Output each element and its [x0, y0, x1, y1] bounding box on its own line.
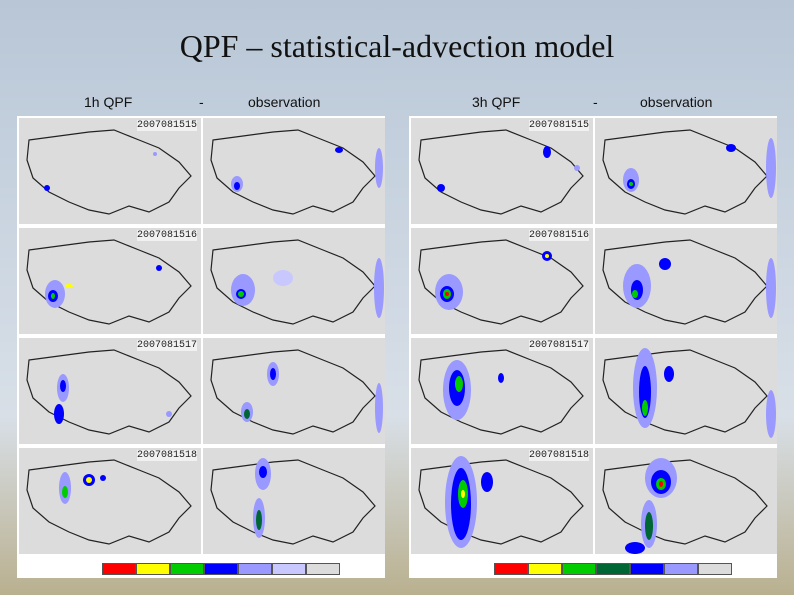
- map-3h-obs-1515: [595, 118, 777, 224]
- map-1h-qpf-1516: 2007081516: [19, 228, 201, 334]
- map-3h-obs-1518: [595, 448, 777, 554]
- czech-map-icon: [602, 458, 768, 554]
- slide-title: QPF – statistical-advection model: [179, 28, 615, 64]
- legend-colorbar: [494, 563, 732, 575]
- czech-map-icon: [418, 349, 584, 435]
- legend-swatch: [664, 563, 698, 575]
- czech-map-icon: [26, 129, 192, 215]
- legend-swatch: [562, 563, 596, 575]
- czech-map-icon: [210, 239, 384, 325]
- header-observation-right: observation: [640, 94, 713, 110]
- panel-group-3h: 2007081515 2007081516: [409, 116, 777, 578]
- legend-swatch: [204, 563, 238, 575]
- legend-swatch: [596, 563, 630, 575]
- timestamp: 2007081515: [528, 120, 589, 131]
- legend-colorbar: [102, 563, 340, 575]
- map-1h-qpf-1518: 2007081518: [19, 448, 201, 554]
- timestamp: 2007081518: [528, 450, 589, 461]
- timestamp: 2007081516: [136, 230, 197, 241]
- map-3h-qpf-1516: 2007081516: [411, 228, 593, 334]
- legend-swatch: [528, 563, 562, 575]
- legend-swatch: [170, 563, 204, 575]
- header-3h-qpf: 3h QPF: [472, 94, 521, 110]
- czech-map-icon: [602, 348, 776, 438]
- map-1h-qpf-1515: 2007081515: [19, 118, 201, 224]
- panel-group-1h: 2007081515 2007081516: [17, 116, 385, 578]
- timestamp: 2007081517: [528, 340, 589, 351]
- czech-map-icon: [602, 239, 776, 325]
- czech-map-icon: [210, 349, 383, 435]
- map-3h-obs-1517: [595, 338, 777, 444]
- legend-ticks: [494, 552, 732, 562]
- czech-map-icon: [210, 458, 376, 545]
- czech-map-icon: [418, 129, 584, 215]
- czech-map-icon: [26, 349, 192, 435]
- legend-swatch: [136, 563, 170, 575]
- legend-swatch: [698, 563, 732, 575]
- czech-map-icon: [26, 459, 192, 545]
- czech-map-icon: [602, 129, 776, 215]
- timestamp: 2007081517: [136, 340, 197, 351]
- map-3h-qpf-1515: 2007081515: [411, 118, 593, 224]
- header-observation-left: observation: [248, 94, 321, 110]
- legend-swatch: [238, 563, 272, 575]
- map-1h-obs-1518: [203, 448, 385, 554]
- legend-swatch: [494, 563, 528, 575]
- header-dash-right: -: [593, 94, 598, 110]
- legend-ticks: [102, 552, 340, 562]
- czech-map-icon: [418, 239, 584, 325]
- legend-swatch: [102, 563, 136, 575]
- map-1h-obs-1516: [203, 228, 385, 334]
- map-3h-obs-1516: [595, 228, 777, 334]
- header-1h-qpf: 1h QPF: [84, 94, 133, 110]
- timestamp: 2007081518: [136, 450, 197, 461]
- czech-map-icon: [26, 239, 192, 325]
- header-dash-left: -: [199, 94, 204, 110]
- map-1h-obs-1517: [203, 338, 385, 444]
- czech-map-icon: [210, 129, 383, 215]
- legend-swatch: [630, 563, 664, 575]
- map-3h-qpf-1517: 2007081517: [411, 338, 593, 444]
- map-3h-qpf-1518: 2007081518: [411, 448, 593, 554]
- legend-swatch: [272, 563, 306, 575]
- map-1h-obs-1515: [203, 118, 385, 224]
- timestamp: 2007081516: [528, 230, 589, 241]
- legend-swatch: [306, 563, 340, 575]
- czech-map-icon: [418, 456, 584, 548]
- map-1h-qpf-1517: 2007081517: [19, 338, 201, 444]
- timestamp: 2007081515: [136, 120, 197, 131]
